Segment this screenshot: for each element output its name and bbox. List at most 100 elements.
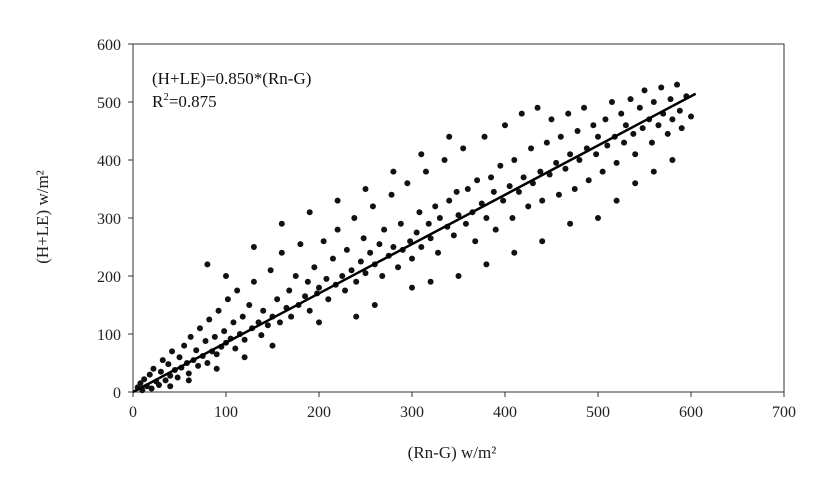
- data-point: [576, 157, 583, 163]
- data-point: [571, 186, 578, 192]
- y-tick-label: 0: [113, 385, 121, 402]
- data-point: [474, 177, 481, 184]
- data-point: [595, 133, 601, 140]
- data-point: [604, 142, 611, 149]
- data-point: [409, 255, 415, 262]
- data-point: [539, 238, 546, 245]
- data-point: [565, 110, 572, 117]
- data-point: [187, 333, 194, 340]
- data-point: [674, 81, 681, 88]
- data-point: [630, 130, 637, 137]
- data-point: [460, 145, 467, 152]
- y-tick-label: 500: [97, 95, 121, 112]
- data-point: [567, 151, 574, 158]
- r2-superscript: 2: [163, 91, 169, 103]
- data-point: [488, 174, 495, 181]
- data-point: [581, 104, 588, 111]
- data-point: [553, 159, 560, 166]
- data-point: [162, 377, 169, 384]
- data-point: [404, 180, 411, 187]
- data-point: [278, 220, 285, 227]
- data-point: [241, 336, 248, 343]
- data-point: [325, 296, 332, 303]
- data-point: [250, 244, 257, 250]
- data-point: [678, 125, 685, 132]
- data-point: [353, 313, 360, 320]
- data-point: [167, 383, 174, 390]
- data-point: [548, 116, 555, 123]
- data-point: [193, 347, 200, 354]
- data-point: [632, 180, 639, 187]
- data-point: [213, 351, 220, 358]
- data-point: [169, 348, 176, 355]
- data-point: [232, 345, 239, 352]
- data-point: [311, 264, 318, 271]
- data-point: [137, 380, 144, 387]
- data-point: [511, 157, 518, 163]
- data-point: [593, 151, 600, 158]
- data-point: [323, 275, 330, 282]
- data-point: [418, 151, 425, 158]
- r2-prefix: R: [152, 92, 164, 111]
- data-point: [260, 307, 267, 314]
- data-point: [316, 284, 322, 291]
- data-point: [267, 267, 274, 274]
- data-point: [206, 316, 213, 323]
- data-point: [304, 278, 311, 285]
- data-point: [650, 99, 657, 105]
- data-point: [648, 139, 655, 146]
- data-point: [511, 249, 518, 256]
- data-point: [432, 203, 439, 210]
- data-point: [567, 220, 574, 227]
- data-point: [676, 107, 683, 114]
- data-point: [427, 278, 434, 285]
- x-tick-label: 600: [679, 404, 703, 421]
- data-point: [472, 238, 479, 245]
- data-point: [141, 376, 148, 383]
- data-point: [618, 110, 625, 117]
- data-point: [395, 264, 402, 271]
- data-point: [688, 113, 694, 120]
- data-point: [650, 168, 657, 175]
- data-point: [492, 226, 499, 233]
- regression-line: [132, 92, 697, 394]
- data-point: [351, 215, 358, 221]
- data-point: [667, 96, 674, 103]
- data-point: [148, 385, 155, 392]
- data-point: [215, 307, 222, 314]
- x-axis-title: (Rn-G) w/m²: [408, 443, 497, 462]
- data-point: [185, 377, 192, 384]
- data-point: [537, 168, 544, 175]
- data-point: [334, 226, 341, 233]
- data-point: [342, 287, 349, 294]
- data-point: [371, 302, 378, 308]
- y-axis-title: (H+LE) w/m²: [33, 170, 52, 264]
- data-point: [502, 122, 508, 129]
- x-tick-label: 500: [586, 404, 610, 421]
- data-point: [292, 273, 299, 279]
- data-point: [195, 362, 202, 369]
- data-point: [204, 261, 211, 268]
- data-point: [441, 157, 448, 163]
- data-point: [534, 104, 541, 111]
- data-point: [250, 278, 257, 285]
- data-point: [664, 130, 671, 137]
- data-point: [515, 188, 522, 195]
- data-point: [211, 333, 218, 340]
- data-point: [483, 215, 490, 221]
- data-point: [446, 133, 453, 140]
- data-point: [379, 273, 386, 279]
- data-point: [520, 174, 527, 181]
- y-tick-label: 300: [97, 211, 121, 228]
- data-point: [276, 319, 283, 326]
- data-point: [436, 215, 443, 221]
- data-point: [481, 133, 488, 140]
- data-point: [306, 209, 313, 216]
- data-point: [518, 110, 525, 117]
- data-point: [627, 96, 634, 103]
- data-point: [288, 313, 295, 320]
- x-ticks: 0 100 200 300 400 500 600 700: [129, 392, 796, 421]
- data-point: [413, 229, 420, 236]
- data-point: [329, 255, 336, 262]
- r2-annotation: R2=0.875: [152, 91, 217, 111]
